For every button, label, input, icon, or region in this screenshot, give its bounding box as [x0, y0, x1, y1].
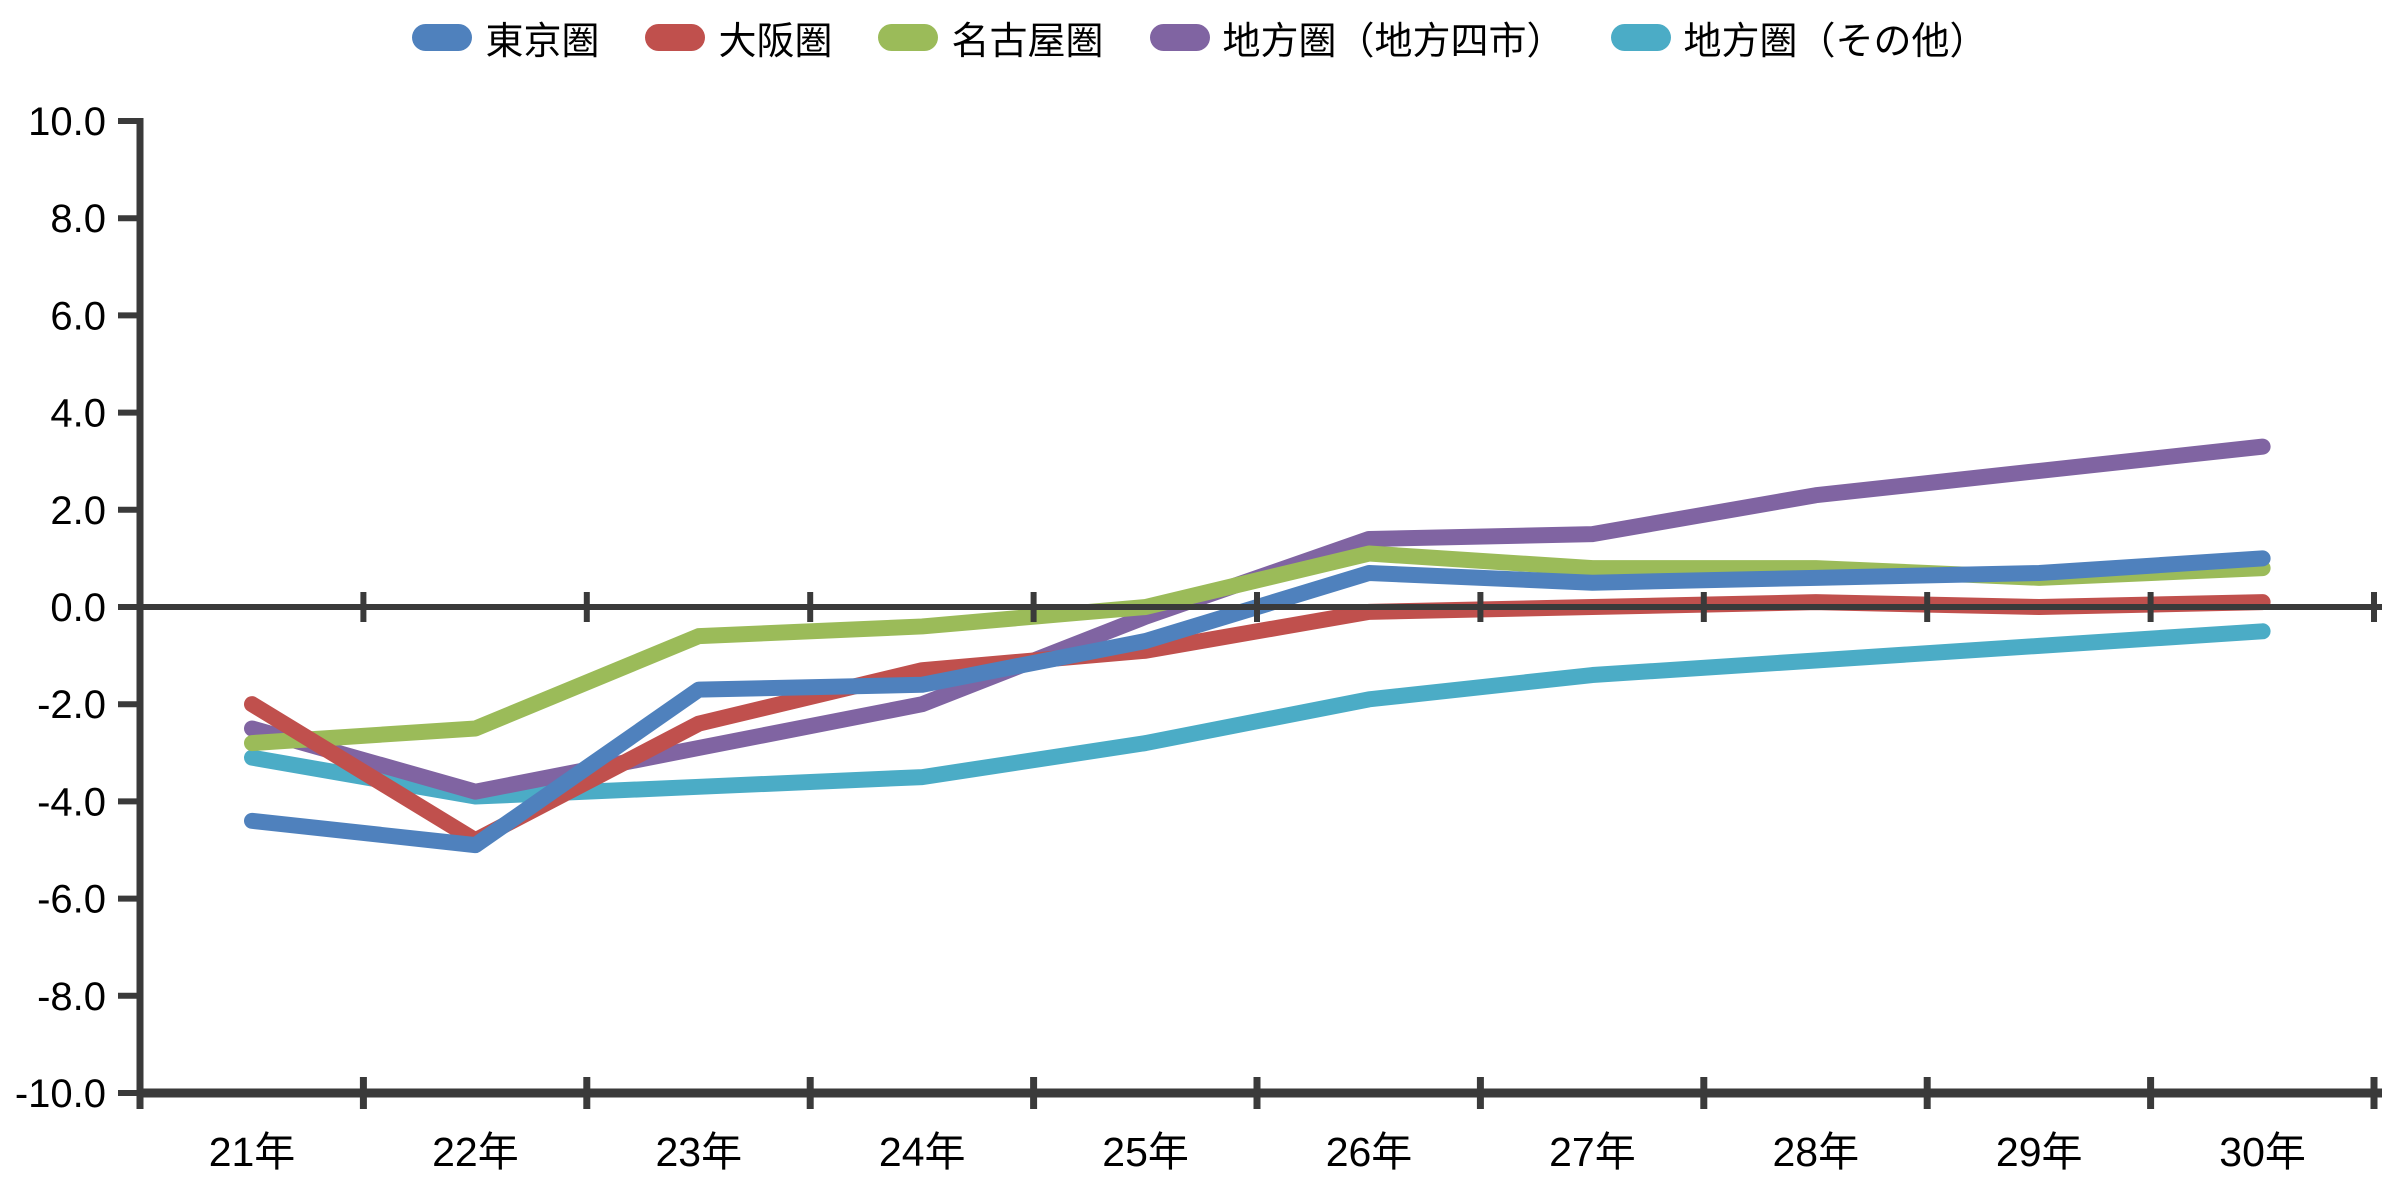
legend-swatch-nagoya	[878, 23, 939, 51]
legend-label-tokyo: 東京圏	[485, 20, 600, 63]
x-tick-label: 30年	[2219, 1129, 2306, 1175]
legend-label-nagoya: 名古屋圏	[951, 20, 1104, 63]
y-tick-label: -8.0	[37, 975, 106, 1019]
series-lines	[244, 438, 2271, 854]
x-tick-label: 28年	[1772, 1129, 1859, 1175]
series-line-regional-other	[244, 623, 2271, 805]
x-axis: 21年 22年 23年 24年 25年 26年 27年 28年 29年 30年	[136, 1077, 2382, 1175]
y-tick-label: 8.0	[50, 197, 106, 241]
legend-label-regional-other: 地方圏（その他）	[1683, 20, 1988, 63]
x-tick-label: 21年	[209, 1129, 296, 1175]
legend-item-regional-four-cities: 地方圏（地方四市）	[1149, 10, 1565, 65]
y-tick-label: 4.0	[50, 392, 106, 436]
legend-item-tokyo: 東京圏	[412, 10, 599, 65]
y-tick-label: 6.0	[50, 294, 106, 338]
y-tick-label: 0.0	[50, 586, 106, 630]
legend-label-regional-four-cities: 地方圏（地方四市）	[1222, 20, 1565, 63]
legend-swatch-tokyo	[412, 23, 473, 51]
y-tick-label: 10.0	[28, 100, 106, 144]
y-tick-label: -10.0	[15, 1072, 106, 1116]
legend-swatch-regional-four-cities	[1149, 23, 1210, 51]
legend-item-nagoya: 名古屋圏	[878, 10, 1104, 65]
legend: 東京圏 大阪圏 名古屋圏 地方圏（地方四市） 地方圏（その他）	[0, 6, 2400, 68]
legend-label-osaka: 大阪圏	[718, 20, 833, 63]
legend-item-regional-other: 地方圏（その他）	[1610, 10, 1988, 65]
x-tick-label: 23年	[655, 1129, 742, 1175]
legend-swatch-osaka	[645, 23, 706, 51]
legend-swatch-regional-other	[1610, 23, 1671, 51]
zero-line	[140, 592, 2382, 622]
x-tick-label: 25年	[1102, 1129, 1189, 1175]
legend-item-osaka: 大阪圏	[645, 10, 832, 65]
y-tick-label: 2.0	[50, 489, 106, 533]
y-tick-label: -6.0	[37, 878, 106, 922]
x-tick-label: 24年	[879, 1129, 966, 1175]
x-tick-label: 26年	[1326, 1129, 1413, 1175]
x-tick-label: 27年	[1549, 1129, 1636, 1175]
y-axis: 10.0 8.0 6.0 4.0 2.0 0.0 -2.0 -4.0 -6.0 -8.0 -10.0	[15, 100, 144, 1116]
y-tick-label: -4.0	[37, 780, 106, 824]
x-tick-label: 22年	[432, 1129, 519, 1175]
x-tick-label: 29年	[1996, 1129, 2083, 1175]
y-tick-label: -2.0	[37, 683, 106, 727]
